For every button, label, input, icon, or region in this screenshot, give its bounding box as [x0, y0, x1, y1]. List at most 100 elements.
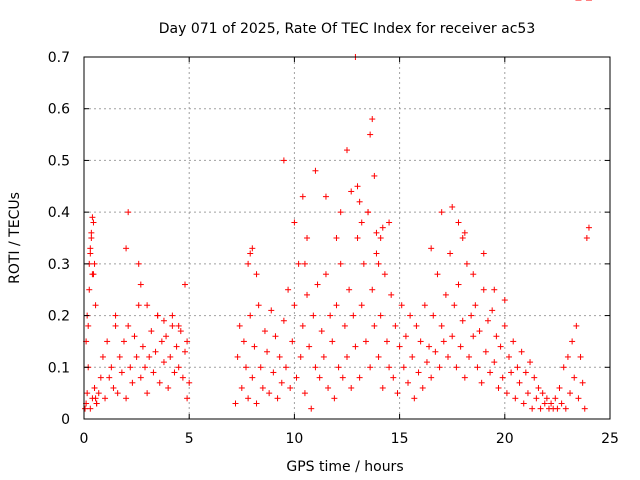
data-point-marker: [154, 312, 161, 319]
data-point-marker: [123, 395, 130, 402]
data-point-marker: [535, 384, 542, 391]
data-point-marker: [184, 395, 191, 402]
data-point-marker: [173, 343, 180, 350]
data-point-marker: [400, 364, 407, 371]
data-point-marker: [348, 188, 355, 195]
data-point-marker: [99, 353, 106, 360]
data-point-marker: [377, 312, 384, 319]
data-point-marker: [524, 390, 531, 397]
data-point-marker: [543, 395, 550, 402]
data-point-marker: [428, 374, 435, 381]
data-point-marker: [379, 384, 386, 391]
data-point-marker: [253, 400, 260, 407]
data-point-marker: [257, 364, 264, 371]
data-point-marker: [552, 395, 559, 402]
data-point-marker: [560, 364, 567, 371]
data-point-marker: [371, 172, 378, 179]
data-point-marker: [539, 390, 546, 397]
data-point-marker: [316, 374, 323, 381]
data-point-marker: [558, 400, 565, 407]
data-point-marker: [171, 369, 178, 376]
data-point-marker: [415, 369, 422, 376]
data-point-marker: [92, 302, 99, 309]
data-point-marker: [463, 260, 470, 267]
data-point-marker: [95, 390, 102, 397]
data-point-marker: [297, 353, 304, 360]
data-point-marker: [438, 209, 445, 216]
data-point-marker: [110, 384, 117, 391]
data-point-marker: [249, 374, 256, 381]
data-point-marker: [322, 193, 329, 200]
data-point-marker: [537, 405, 544, 412]
data-point-marker: [358, 219, 365, 226]
x-tick-label: 15: [391, 431, 409, 447]
data-point-marker: [144, 302, 151, 309]
data-point-marker: [245, 260, 252, 267]
data-point-marker: [88, 235, 95, 241]
data-point-marker: [247, 250, 254, 257]
data-point-marker: [249, 245, 256, 252]
y-tick-label: 0.3: [48, 257, 70, 273]
data-point-marker: [426, 343, 433, 350]
data-point-marker: [291, 302, 298, 309]
data-point-marker: [133, 353, 140, 360]
data-point-marker: [356, 198, 363, 205]
data-point-marker: [310, 312, 317, 319]
data-point-marker: [390, 374, 397, 381]
data-point-marker: [165, 384, 172, 391]
data-point-marker: [373, 229, 380, 236]
y-tick-label: 0.7: [48, 50, 70, 66]
data-point-marker: [409, 353, 416, 360]
data-point-marker: [512, 395, 519, 402]
data-point-marker: [125, 322, 132, 329]
y-tick-label: 0.4: [48, 205, 70, 221]
data-point-marker: [354, 183, 361, 190]
data-point-marker: [87, 250, 94, 257]
data-point-marker: [497, 343, 504, 350]
data-point-marker: [398, 302, 405, 309]
data-point-marker: [255, 302, 262, 309]
data-point-marker: [102, 395, 109, 402]
data-point-marker: [150, 369, 157, 376]
data-point-marker: [344, 147, 350, 154]
data-point-marker: [556, 384, 563, 391]
data-point-marker: [184, 338, 191, 345]
data-point-marker: [440, 338, 447, 345]
data-point-marker: [259, 384, 266, 391]
data-point-marker: [377, 235, 384, 241]
data-point-marker: [280, 157, 287, 164]
data-point-marker: [411, 395, 418, 402]
data-point-marker: [541, 400, 548, 407]
data-point-marker: [375, 353, 382, 360]
x-tick-label: 20: [496, 431, 514, 447]
data-point-marker: [144, 390, 151, 397]
data-point-marker: [320, 353, 327, 360]
data-point-marker: [482, 348, 489, 355]
data-point-marker: [253, 271, 260, 278]
data-point-marker: [137, 281, 144, 288]
data-point-marker: [135, 260, 142, 267]
data-point-marker: [480, 250, 487, 257]
data-point-marker: [388, 291, 395, 298]
data-point-marker: [85, 322, 92, 329]
data-point-marker: [270, 369, 277, 376]
x-tick-label: 10: [285, 431, 303, 447]
data-point-marker: [127, 364, 134, 371]
data-point-marker: [301, 260, 308, 267]
data-point-marker: [508, 369, 515, 376]
data-point-marker: [457, 343, 464, 350]
data-point-marker: [346, 286, 353, 293]
data-point-marker: [272, 333, 279, 340]
data-point-marker: [142, 364, 149, 371]
data-point-marker: [112, 312, 119, 319]
data-point-marker: [518, 348, 525, 355]
data-point-marker: [293, 374, 300, 381]
data-point-marker: [341, 322, 348, 329]
data-point-marker: [84, 390, 91, 397]
data-point-marker: [554, 405, 561, 412]
data-point-marker: [118, 369, 125, 376]
data-point-marker: [386, 219, 393, 226]
data-point-marker: [308, 405, 315, 412]
data-point-marker: [106, 374, 113, 381]
data-point-marker: [87, 245, 94, 252]
